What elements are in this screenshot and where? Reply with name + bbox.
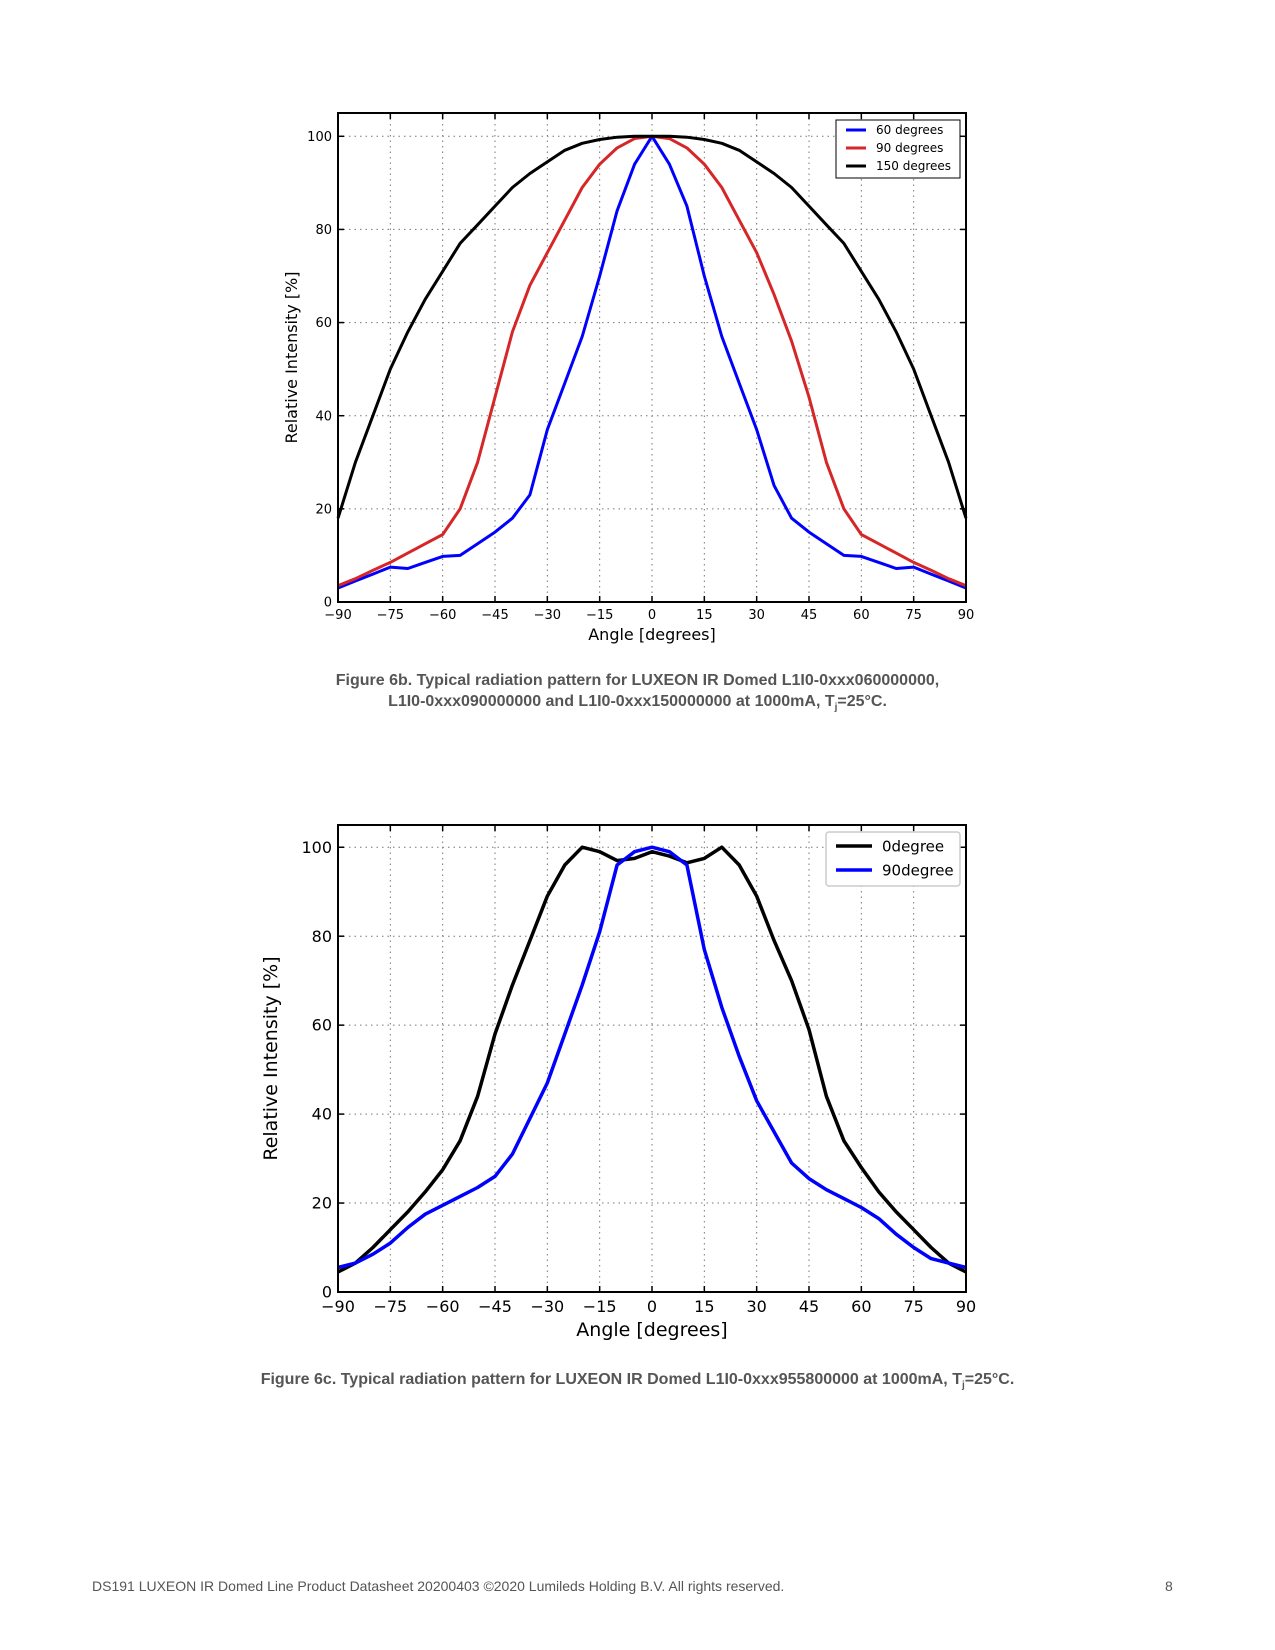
caption-text: L1I0-0xxx090000000 and L1I0-0xxx15000000… bbox=[388, 693, 835, 710]
caption-text: =25°C. bbox=[837, 693, 887, 710]
x-tick-label: −75 bbox=[373, 1297, 407, 1316]
legend-label: 60 degrees bbox=[876, 123, 943, 137]
x-tick-label: 90 bbox=[956, 1297, 976, 1316]
caption-text: Figure 6c. Typical radiation pattern for… bbox=[260, 1371, 962, 1388]
x-tick-label: 90 bbox=[958, 608, 975, 623]
chart-figure-6c: −90 −75 −60 −45 −30 −15 0 15 30 45 60 75 90 0 20 40 60 80… bbox=[260, 824, 976, 1341]
plot-frame bbox=[337, 112, 967, 603]
x-tick-label: −60 bbox=[426, 1297, 460, 1316]
y-tick-label: 60 bbox=[312, 1016, 332, 1035]
x-tick-label: 45 bbox=[799, 1297, 819, 1316]
x-tick-label: −30 bbox=[530, 1297, 564, 1316]
legend: 0degree 90degree bbox=[825, 831, 961, 887]
x-tick-label: −15 bbox=[583, 1297, 617, 1316]
y-tick-label: 0 bbox=[324, 596, 332, 611]
x-tick-label: 15 bbox=[696, 608, 713, 623]
y-axis-label: Relative Intensity [%] bbox=[282, 271, 301, 443]
legend-label: 90degree bbox=[882, 861, 954, 879]
caption-text: =25°C. bbox=[964, 1371, 1015, 1388]
y-tick-label: 40 bbox=[312, 1105, 332, 1124]
caption-subscript: j bbox=[961, 1380, 965, 1392]
x-tick-label: −45 bbox=[481, 608, 508, 623]
footer-copyright: DS191 LUXEON IR Domed Line Product Datas… bbox=[92, 1578, 785, 1594]
plot-frame bbox=[337, 824, 967, 1293]
x-tick-label: −45 bbox=[478, 1297, 512, 1316]
chart-figure-6b: −90 −75 −60 −45 −30 −15 0 15 30 45 60 75 90 0 20 40 60 80… bbox=[282, 112, 975, 644]
y-tick-label: 100 bbox=[301, 838, 332, 857]
figure-6b-caption: Figure 6b. Typical radiation pattern for… bbox=[0, 670, 1275, 718]
y-tick-label: 20 bbox=[315, 502, 332, 517]
x-axis-label: Angle [degrees] bbox=[576, 1319, 727, 1341]
legend-label: 90 degrees bbox=[876, 141, 943, 155]
series-line-90degree bbox=[337, 845, 967, 1270]
x-tick-label: 0 bbox=[647, 1297, 657, 1316]
y-tick-label: 0 bbox=[322, 1283, 332, 1302]
x-tick-label: −90 bbox=[324, 608, 351, 623]
series-line-150-degrees bbox=[336, 134, 968, 519]
page-number: 8 bbox=[1165, 1578, 1173, 1594]
y-axis-label: Relative Intensity [%] bbox=[260, 956, 282, 1160]
caption-line-1: Figure 6c. Typical radiation pattern for… bbox=[0, 1369, 1275, 1396]
y-tick-label: 20 bbox=[312, 1194, 332, 1213]
caption-line-1: Figure 6b. Typical radiation pattern for… bbox=[335, 672, 940, 689]
legend: 60 degrees 90 degrees 150 degrees bbox=[835, 119, 961, 179]
x-tick-label: 60 bbox=[851, 1297, 871, 1316]
x-tick-label: −30 bbox=[534, 608, 561, 623]
x-tick-label: −60 bbox=[429, 608, 456, 623]
x-axis-label: Angle [degrees] bbox=[588, 625, 716, 644]
x-tick-label: 15 bbox=[694, 1297, 714, 1316]
x-tick-label: −15 bbox=[586, 608, 613, 623]
x-tick-label: 45 bbox=[801, 608, 818, 623]
y-tick-label: 80 bbox=[312, 927, 332, 946]
y-tick-label: 60 bbox=[315, 316, 332, 331]
figure-6c-caption: Figure 6c. Typical radiation pattern for… bbox=[0, 1369, 1275, 1396]
caption-line-2: L1I0-0xxx090000000 and L1I0-0xxx15000000… bbox=[0, 691, 1275, 718]
y-tick-label: 40 bbox=[315, 409, 332, 424]
legend-label: 150 degrees bbox=[876, 159, 951, 173]
x-tick-label: 30 bbox=[748, 608, 765, 623]
y-tick-label: 80 bbox=[315, 223, 332, 238]
y-tick-label: 100 bbox=[307, 130, 332, 145]
legend-label: 0degree bbox=[882, 837, 944, 855]
x-tick-label: 30 bbox=[746, 1297, 766, 1316]
x-tick-label: −75 bbox=[377, 608, 404, 623]
x-tick-label: 0 bbox=[648, 608, 656, 623]
series-line-0degree bbox=[337, 845, 967, 1274]
caption-subscript: j bbox=[834, 702, 838, 714]
x-tick-label: 75 bbox=[905, 608, 922, 623]
x-tick-label: −90 bbox=[321, 1297, 355, 1316]
x-tick-label: 75 bbox=[903, 1297, 923, 1316]
x-tick-label: 60 bbox=[853, 608, 870, 623]
